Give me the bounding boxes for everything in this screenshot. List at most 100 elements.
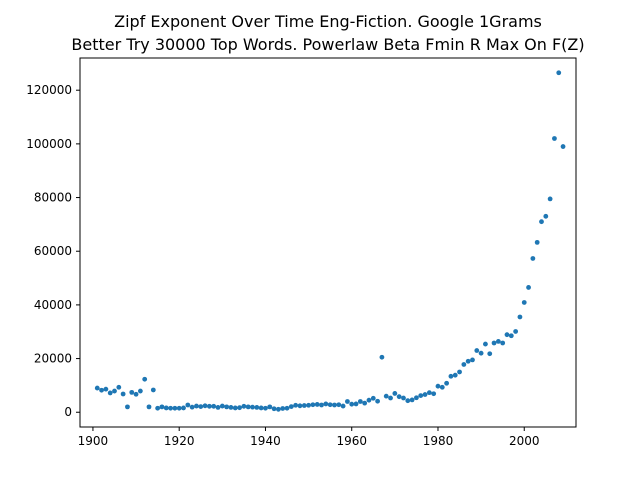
data-point	[103, 386, 109, 392]
chart-title-line-2: Better Try 30000 Top Words. Powerlaw Bet…	[71, 35, 584, 54]
data-point	[159, 404, 165, 410]
data-point	[241, 403, 247, 409]
y-tick-label: 40000	[34, 298, 72, 312]
y-tick-label: 0	[64, 405, 72, 419]
data-point	[293, 402, 299, 408]
data-point	[362, 400, 368, 406]
x-axis: 1900 1920 1940 1960 1980 2000	[78, 427, 540, 448]
data-point	[556, 70, 562, 76]
y-tick-label: 100000	[26, 137, 72, 151]
data-point	[301, 403, 307, 408]
data-point	[258, 405, 264, 411]
data-point	[163, 405, 169, 411]
data-point	[357, 399, 363, 404]
data-point	[181, 405, 186, 411]
data-point	[448, 373, 454, 379]
data-point	[487, 351, 493, 357]
data-point	[465, 358, 471, 364]
x-tick-label: 1900	[78, 434, 109, 448]
y-tick-label: 120000	[26, 83, 72, 97]
data-point	[513, 329, 519, 334]
data-point	[375, 398, 380, 404]
data-point	[185, 402, 191, 408]
data-point	[474, 348, 480, 353]
x-tick-label: 1960	[336, 434, 367, 448]
data-point	[547, 196, 553, 202]
data-point	[426, 390, 432, 396]
data-point	[314, 402, 320, 407]
chart-title-line-1: Zipf Exponent Over Time Eng-Fiction. Goo…	[114, 12, 542, 31]
data-point	[500, 340, 506, 346]
data-point	[202, 403, 208, 409]
data-point	[250, 404, 255, 410]
data-point	[409, 397, 415, 403]
data-point	[379, 354, 385, 360]
y-tick-label: 60000	[34, 244, 72, 258]
data-point	[146, 404, 152, 410]
data-point	[431, 391, 437, 397]
data-point	[340, 403, 346, 409]
data-point	[543, 213, 549, 219]
data-point	[457, 369, 462, 375]
data-point	[215, 405, 221, 410]
data-point	[276, 406, 281, 412]
data-point	[112, 388, 117, 394]
data-point	[526, 285, 531, 290]
data-point	[388, 395, 393, 401]
data-point	[194, 403, 199, 409]
data-point	[383, 393, 389, 399]
data-point	[271, 406, 277, 412]
data-point	[336, 402, 342, 408]
data-point	[508, 333, 514, 339]
data-point	[254, 405, 260, 410]
data-point	[284, 405, 290, 411]
data-point	[211, 403, 217, 409]
data-point	[332, 402, 337, 408]
data-point	[401, 395, 406, 401]
data-point	[142, 376, 148, 382]
data-point	[349, 401, 355, 407]
data-point	[521, 300, 527, 305]
data-point	[534, 239, 540, 245]
data-point	[224, 404, 230, 410]
data-point	[517, 314, 523, 320]
data-point	[116, 384, 122, 390]
data-point	[137, 388, 143, 394]
data-point	[150, 387, 156, 393]
x-tick-label: 2000	[509, 434, 540, 448]
y-tick-label: 80000	[34, 191, 72, 205]
data-point	[176, 405, 182, 411]
data-point	[370, 395, 376, 401]
data-point	[99, 387, 104, 393]
data-point	[353, 401, 359, 407]
data-point	[530, 256, 536, 261]
data-point	[297, 403, 303, 409]
data-point	[206, 403, 212, 409]
y-axis: 0 20000 40000 60000 80000 100000 120000	[26, 83, 80, 419]
data-point	[435, 383, 441, 389]
data-point	[483, 341, 488, 347]
data-point	[396, 394, 402, 400]
data-point	[439, 384, 445, 390]
x-tick-label: 1920	[164, 434, 195, 448]
data-point	[495, 338, 501, 344]
data-point	[323, 401, 329, 407]
data-point	[414, 395, 419, 401]
data-point	[422, 392, 428, 397]
x-tick-label: 1980	[423, 434, 454, 448]
data-point	[366, 397, 372, 403]
data-point	[172, 405, 178, 411]
data-points	[94, 70, 566, 412]
data-point	[237, 405, 242, 411]
x-tick-label: 1940	[250, 434, 281, 448]
y-tick-label: 20000	[34, 352, 72, 366]
data-point	[107, 390, 113, 396]
data-point	[219, 403, 225, 409]
data-point	[560, 144, 566, 149]
data-point	[306, 402, 311, 408]
data-point	[280, 406, 286, 411]
data-point	[263, 405, 268, 411]
data-point	[539, 219, 544, 225]
data-point	[319, 402, 324, 408]
